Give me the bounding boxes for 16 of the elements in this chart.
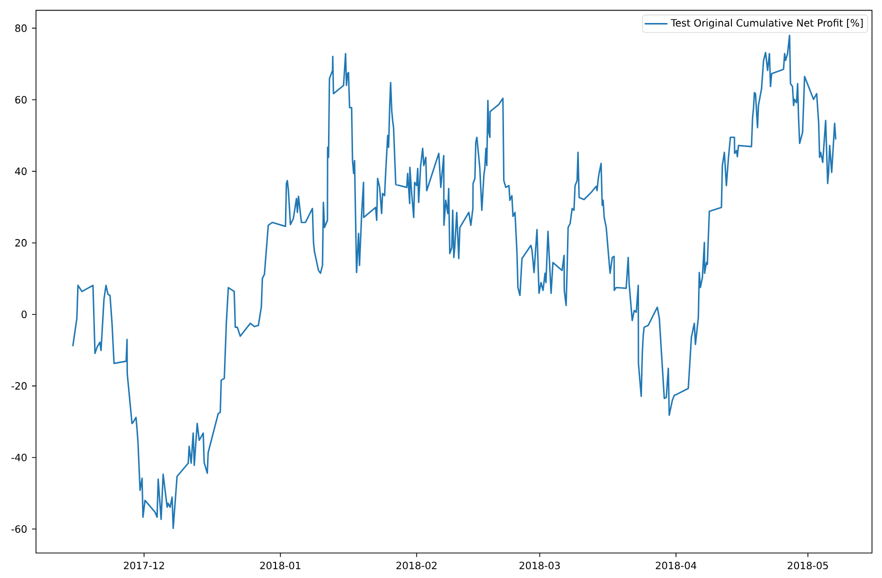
y-tick-label: 20 [15,239,27,247]
y-tick-label: 0 [22,310,27,318]
y-tick-label: -20 [11,382,27,390]
line-series [72,34,836,530]
x-tick-label: 2018-05 [788,562,828,570]
x-tick-label: 2017-12 [124,562,164,570]
y-tick-label: 60 [15,96,27,104]
x-tick-label: 2018-02 [396,562,437,570]
x-tick-label: 2018-03 [520,562,560,570]
y-tick-label: -40 [11,454,27,462]
legend-label: Test Original Cumulative Net Profit [%] [670,18,863,29]
x-tick-label: 2018-01 [260,562,300,570]
y-tick-label: -60 [11,525,27,533]
y-tick-label: 80 [15,24,27,32]
x-tick-label: 2018-04 [656,562,696,570]
y-tick-label: 40 [15,168,27,176]
